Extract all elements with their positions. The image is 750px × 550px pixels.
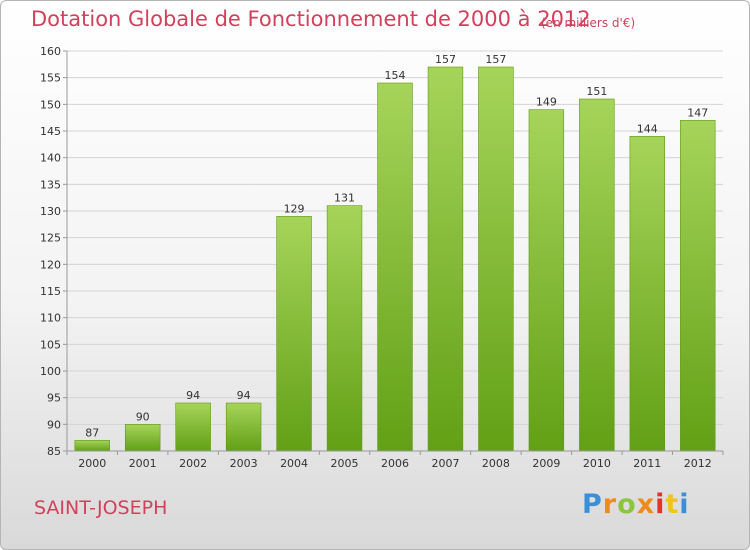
x-tick-label-2001: 2001	[129, 457, 157, 470]
x-axis: 2000 2001 2002 2003 2004 2005 2006 2007 2008 2009…	[66, 450, 724, 470]
bar-2001	[124, 424, 161, 452]
y-axis: 85 90 95 100 105 110 115 120 125 130 135 140 145 150 1…	[40, 45, 68, 458]
bar-2005	[326, 205, 363, 452]
x-tick-label-2000: 2000	[78, 457, 106, 470]
x-tick-label-2002: 2002	[179, 457, 207, 470]
data-label-2005: 131	[334, 192, 355, 205]
y-tick-label: 125	[40, 232, 61, 245]
y-tick-label: 90	[47, 418, 61, 431]
bar-2010	[579, 98, 615, 452]
x-tick-label-2004: 2004	[280, 457, 308, 470]
y-tick-label: 150	[40, 98, 61, 111]
x-tick-label-2008: 2008	[482, 457, 510, 470]
data-label-2002: 94	[186, 389, 200, 402]
chart-title: Dotation Globale de Fonctionnement de 20…	[31, 7, 591, 31]
y-tick-label: 115	[40, 285, 61, 298]
bar-2009	[528, 109, 565, 452]
bar-2008	[478, 66, 514, 452]
bar-2004	[276, 216, 312, 452]
x-tick-label-2007: 2007	[431, 457, 459, 470]
bar-2007	[427, 66, 464, 452]
x-tick-label-2011: 2011	[633, 457, 661, 470]
proxiti-logo[interactable]: Proxiti	[582, 489, 690, 520]
data-label-2006: 154	[385, 69, 406, 82]
bar-2000	[74, 440, 110, 452]
chart-unit: (en milliers d'€)	[541, 16, 636, 30]
data-label-2009: 149	[536, 96, 557, 109]
y-tick-label: 110	[40, 312, 61, 325]
data-label-2008: 157	[485, 53, 506, 66]
data-label-2000: 87	[85, 426, 99, 439]
data-label-2010: 151	[586, 85, 607, 98]
bar-2011	[629, 136, 666, 452]
data-label-2007: 157	[435, 53, 456, 66]
y-tick-label: 105	[40, 338, 61, 351]
y-tick-label: 85	[47, 445, 61, 458]
bar-2002	[175, 402, 211, 452]
y-tick-label: 140	[40, 152, 61, 165]
y-tick-label: 145	[40, 125, 61, 138]
x-tick-label-2003: 2003	[230, 457, 258, 470]
bars	[74, 66, 716, 452]
y-tick-label: 130	[40, 205, 61, 218]
bar-2006	[377, 82, 413, 452]
y-tick-label: 95	[47, 392, 61, 405]
x-tick-label-2010: 2010	[583, 457, 611, 470]
y-tick-label: 135	[40, 178, 61, 191]
x-tick-label-2009: 2009	[532, 457, 560, 470]
data-label-2001: 90	[136, 410, 150, 423]
y-tick-label: 160	[40, 45, 61, 58]
data-labels: 87 90 94 94 129 131 154 157 157 149 151 144 147	[85, 53, 708, 439]
y-tick-label: 155	[40, 72, 61, 85]
data-label-2004: 129	[284, 202, 305, 215]
y-tick-label: 100	[40, 365, 61, 378]
bar-2012	[680, 120, 716, 452]
x-tick-label-2006: 2006	[381, 457, 409, 470]
x-tick-label-2005: 2005	[331, 457, 359, 470]
data-label-2003: 94	[237, 389, 251, 402]
city-name: SAINT-JOSEPH	[34, 497, 168, 519]
bar-2003	[225, 402, 262, 452]
data-label-2012: 147	[687, 106, 708, 119]
x-tick-label-2012: 2012	[684, 457, 712, 470]
y-tick-label: 120	[40, 258, 61, 271]
data-label-2011: 144	[637, 122, 658, 135]
